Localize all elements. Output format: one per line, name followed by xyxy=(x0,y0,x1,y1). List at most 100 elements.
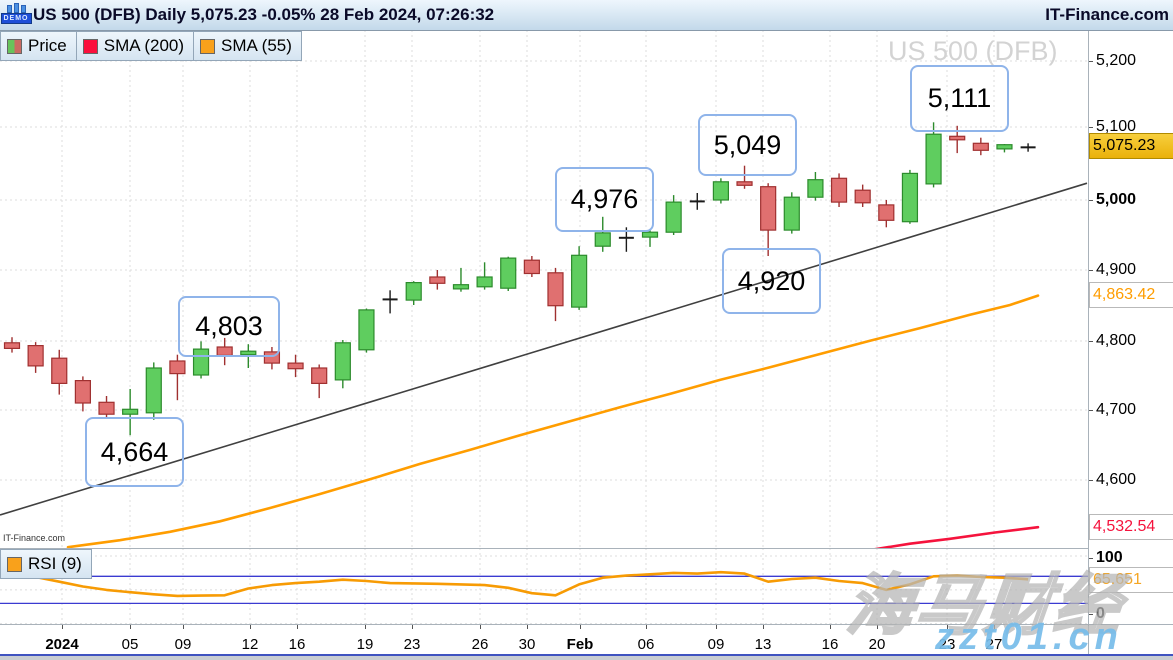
rsi-swatch-icon xyxy=(7,556,22,572)
candle xyxy=(429,270,446,290)
price-axis-tickmark xyxy=(1088,200,1093,201)
candle xyxy=(571,246,588,310)
x-axis-tickmark xyxy=(365,625,366,629)
legend-chip-sma55[interactable]: SMA (55) xyxy=(193,31,302,61)
candle xyxy=(689,193,705,210)
sma200-value-badge: 4,532.54 xyxy=(1089,514,1173,540)
swing-price-callout: 4,803 xyxy=(178,296,280,357)
price-axis-tickmark xyxy=(1088,410,1093,411)
candle xyxy=(287,354,304,378)
rsi-chart-canvas[interactable] xyxy=(0,548,1088,624)
candle xyxy=(3,337,21,353)
chart-title: US 500 (DFB) Daily 5,075.23 -0.05% 28 Fe… xyxy=(33,5,495,24)
legend-chip-sma200[interactable]: SMA (200) xyxy=(75,31,195,61)
price-axis-tick: 5,100 xyxy=(1096,118,1137,135)
sma55-value-badge: 4,863.42 xyxy=(1089,282,1173,308)
demo-chart-icon: DEMO xyxy=(0,2,32,28)
x-axis-tickmark xyxy=(183,625,184,629)
price-chart-canvas[interactable] xyxy=(0,30,1088,548)
legend-price-label: Price xyxy=(28,36,67,55)
price-axis-tick: 4,600 xyxy=(1096,471,1137,488)
bottom-frame xyxy=(0,656,1173,660)
candle xyxy=(122,389,139,436)
sma-55-line xyxy=(66,294,1040,548)
legend-sma200-label: SMA (200) xyxy=(103,36,185,55)
x-axis-label: 09 xyxy=(707,636,725,653)
candle xyxy=(476,262,493,290)
candle xyxy=(358,308,375,353)
sma55-swatch-icon xyxy=(200,38,216,54)
candle xyxy=(807,172,824,201)
x-axis-tickmark xyxy=(877,625,878,629)
x-axis-label: 23 xyxy=(938,636,956,653)
x-axis-label: 05 xyxy=(121,636,139,653)
candle xyxy=(263,347,281,370)
candle xyxy=(972,137,989,156)
price-axis-tickmark xyxy=(1088,480,1093,481)
candle xyxy=(641,230,659,247)
swing-price-callout: 4,920 xyxy=(722,248,821,314)
candle xyxy=(1020,143,1036,152)
right-axis-separator xyxy=(1088,30,1089,656)
x-axis-tickmark xyxy=(412,625,413,629)
price-axis-tickmark xyxy=(1088,270,1093,271)
candle xyxy=(452,267,470,292)
sma-200-line xyxy=(874,525,1040,548)
candle xyxy=(500,256,517,291)
price-axis-tickmark xyxy=(1088,61,1093,62)
x-axis-label: 2024 xyxy=(45,636,79,653)
price-axis-tick: 4,900 xyxy=(1096,261,1137,278)
price-axis-tick: 5,200 xyxy=(1096,52,1137,69)
demo-badge: DEMO xyxy=(0,12,32,24)
candle xyxy=(523,256,540,277)
title-bar: DEMO US 500 (DFB) Daily 5,075.23 -0.05% … xyxy=(0,0,1173,31)
candle xyxy=(311,364,328,399)
x-axis-tickmark xyxy=(716,625,717,629)
rsi-axis-tick: 100 xyxy=(1096,549,1123,566)
x-axis-tickmark xyxy=(830,625,831,629)
cn-watermark-site: zzt01.cn xyxy=(935,616,1123,658)
x-axis-label: 13 xyxy=(754,636,772,653)
rsi-value-badge: 65.651 xyxy=(1089,567,1173,593)
legend-chip-price[interactable]: Price xyxy=(0,31,77,61)
x-axis-label: 23 xyxy=(403,636,421,653)
candle xyxy=(783,192,800,234)
x-axis-label: 16 xyxy=(288,636,306,653)
candle xyxy=(712,178,730,204)
x-axis-label: 27 xyxy=(985,636,1003,653)
swing-price-callout: 5,111 xyxy=(910,65,1009,132)
candle xyxy=(98,396,115,419)
price-axis-tickmark xyxy=(1088,341,1093,342)
candle xyxy=(382,290,398,314)
swing-price-callout: 4,664 xyxy=(85,417,184,487)
x-axis-label: 30 xyxy=(518,636,536,653)
candle xyxy=(665,195,682,235)
candle xyxy=(878,200,895,228)
x-axis-tickmark xyxy=(994,625,995,629)
candle xyxy=(736,165,753,189)
legend-sma55-label: SMA (55) xyxy=(221,36,292,55)
price-axis-tick: 4,800 xyxy=(1096,332,1137,349)
candle xyxy=(51,349,68,395)
x-axis-label: 06 xyxy=(637,636,655,653)
candle xyxy=(334,340,351,389)
candle xyxy=(760,183,777,256)
x-axis-label: 12 xyxy=(241,636,259,653)
x-axis-tickmark xyxy=(646,625,647,629)
legend-rsi-label: RSI (9) xyxy=(28,554,82,573)
site-watermark-small: IT-Finance.com xyxy=(3,533,66,543)
brand-link[interactable]: IT-Finance.com xyxy=(1045,5,1169,24)
current-price-badge: 5,075.23 xyxy=(1089,133,1173,159)
x-axis-tickmark xyxy=(130,625,131,629)
x-axis-tickmark xyxy=(250,625,251,629)
legend-chip-rsi[interactable]: RSI (9) xyxy=(0,549,92,579)
panel-separator xyxy=(0,548,1088,549)
candle xyxy=(925,122,942,188)
sma200-swatch-icon xyxy=(82,38,98,54)
rsi-axis-tick: 0 xyxy=(1096,605,1105,622)
candle xyxy=(996,144,1013,153)
candle xyxy=(854,184,871,207)
candle xyxy=(27,342,44,373)
bottom-accent-line xyxy=(0,654,1173,656)
